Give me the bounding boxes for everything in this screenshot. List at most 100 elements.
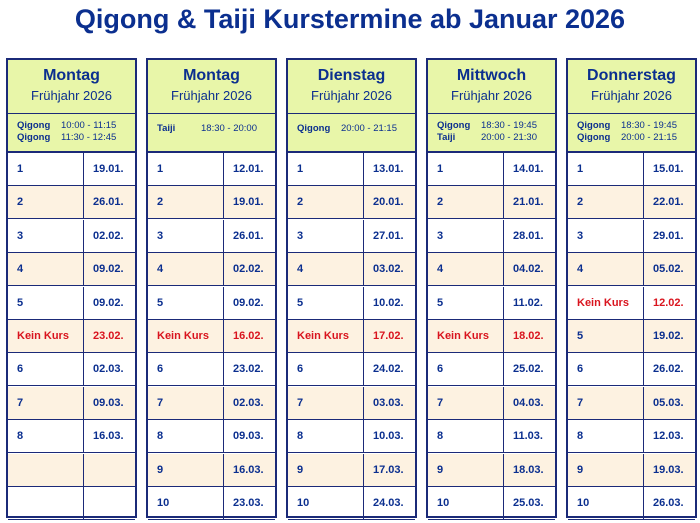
lesson-date: 29.01.: [643, 219, 695, 252]
weekday: Mittwoch: [456, 67, 527, 84]
lesson-date: 25.03.: [503, 487, 555, 519]
lesson-date: 16.03.: [83, 420, 135, 453]
season: Frühjahr 2026: [31, 88, 112, 103]
date-row: 5 09.02.: [148, 286, 275, 320]
time: 20:00 - 21:15: [621, 132, 677, 143]
time-line: Qigong 11:30 - 12:45: [17, 132, 116, 143]
lesson-date: 19.01.: [223, 186, 275, 219]
lesson-number: 9: [577, 463, 584, 476]
date-row: Kein Kurs 12.02.: [568, 286, 695, 320]
date-row: 4 02.02.: [148, 253, 275, 287]
column-header: Mittwoch Frühjahr 2026: [428, 60, 555, 114]
date-row: 6 02.03.: [8, 353, 135, 387]
lesson-date: 26.01.: [83, 186, 135, 219]
date-row: 10 25.03.: [428, 487, 555, 520]
lesson-number: 4: [297, 263, 304, 276]
date-row: 3 28.01.: [428, 219, 555, 253]
lesson-date: 05.02.: [643, 253, 695, 286]
date-row: 3 27.01.: [288, 219, 415, 253]
lesson-number: 5: [17, 296, 24, 309]
lesson-date: 16.03.: [223, 453, 275, 486]
lesson-date: 02.03.: [223, 386, 275, 419]
column-header: Montag Frühjahr 2026: [148, 60, 275, 114]
lesson-date: 24.03.: [363, 487, 415, 519]
date-row: 9 18.03.: [428, 453, 555, 487]
lesson-date: 26.03.: [643, 487, 695, 519]
lesson-date: 18.03.: [503, 453, 555, 486]
lesson-number: 4: [17, 263, 24, 276]
course-times: Qigong 20:00 - 21:15: [288, 114, 415, 153]
day-column: Montag Frühjahr 2026 Qigong 10:00 - 11:15 Qi…: [6, 58, 137, 520]
lesson-date: 28.01.: [503, 219, 555, 252]
date-row: Kein Kurs 16.02.: [148, 320, 275, 353]
lesson-date: 09.02.: [83, 286, 135, 319]
time: 10:00 - 11:15: [61, 120, 117, 131]
season: Frühjahr 2026: [591, 88, 672, 103]
lesson-date: 02.02.: [83, 219, 135, 252]
lesson-number: 1: [157, 163, 164, 175]
lesson-number: 7: [437, 396, 444, 409]
course: Qigong: [17, 120, 51, 131]
lesson-number: 1: [297, 163, 304, 175]
column-header: Dienstag Frühjahr 2026: [288, 60, 415, 114]
course: Qigong: [17, 132, 51, 143]
lesson-number: 6: [437, 363, 444, 376]
lesson-date: 19.02.: [643, 320, 695, 352]
day-column: Dienstag Frühjahr 2026 Qigong 20:00 - 21:15…: [286, 58, 417, 520]
lesson-number: 3: [17, 229, 24, 242]
date-row: Kein Kurs 17.02.: [288, 320, 415, 353]
lesson-date: 22.01.: [643, 186, 695, 219]
day-column: Donnerstag Frühjahr 2026 Qigong 18:30 - 19:…: [566, 58, 697, 520]
lesson-number: 10: [437, 497, 450, 509]
date-row: 6 25.02.: [428, 353, 555, 387]
lesson-date: 27.01.: [363, 219, 415, 252]
course-times: Qigong 18:30 - 19:45 Qigong 20:00 - 21:15: [568, 114, 695, 153]
lesson-number: 1: [577, 163, 584, 175]
lesson-date: 12.03.: [643, 420, 695, 453]
lesson-number: 6: [297, 363, 304, 376]
lesson-date: 10.02.: [363, 286, 415, 319]
lesson-number: 9: [297, 463, 304, 476]
course: Qigong: [577, 120, 611, 131]
date-row: 4 04.02.: [428, 253, 555, 287]
lesson-date: 17.02.: [363, 320, 415, 352]
lesson-number: 6: [577, 363, 584, 376]
time-line: Taiji 18:30 - 20:00: [157, 123, 257, 134]
lesson-date: 11.03.: [503, 420, 555, 453]
date-row: 2 20.01.: [288, 186, 415, 220]
time-line: Qigong 20:00 - 21:15: [577, 132, 677, 143]
time-line: Taiji 20:00 - 21:30: [437, 132, 537, 143]
time: 18:30 - 19:45: [621, 120, 677, 131]
lesson-number: 4: [577, 263, 584, 276]
date-row: 3 26.01.: [148, 219, 275, 253]
time-line: Qigong 18:30 - 19:45: [437, 120, 537, 131]
course: Qigong: [577, 132, 611, 143]
lesson-number: 3: [577, 229, 584, 242]
lesson-number: Kein Kurs: [157, 330, 209, 342]
lesson-date: 24.02.: [363, 353, 415, 386]
date-row: 10 24.03.: [288, 487, 415, 520]
lesson-number: 2: [157, 196, 164, 209]
date-row: 9 16.03.: [148, 453, 275, 487]
lesson-date: 25.02.: [503, 353, 555, 386]
lesson-number: 5: [297, 296, 304, 309]
lesson-number: 9: [157, 463, 164, 476]
lesson-number: 2: [297, 196, 304, 209]
lesson-number: 7: [157, 396, 164, 409]
course-times: Taiji 18:30 - 20:00: [148, 114, 275, 153]
date-row: 3 02.02.: [8, 219, 135, 253]
date-row: 3 29.01.: [568, 219, 695, 253]
weekday: Donnerstag: [587, 67, 676, 84]
lesson-number: 10: [157, 497, 170, 509]
date-row: 4 03.02.: [288, 253, 415, 287]
lesson-date: 10.03.: [363, 420, 415, 453]
date-row: 8 12.03.: [568, 420, 695, 454]
lesson-number: 6: [17, 363, 24, 376]
date-row: 1 12.01.: [148, 153, 275, 186]
course: Taiji: [437, 132, 456, 143]
lesson-number: 2: [17, 196, 24, 209]
weekday: Montag: [43, 67, 100, 84]
lesson-date: 23.02.: [223, 353, 275, 386]
lesson-date: 18.02.: [503, 320, 555, 352]
